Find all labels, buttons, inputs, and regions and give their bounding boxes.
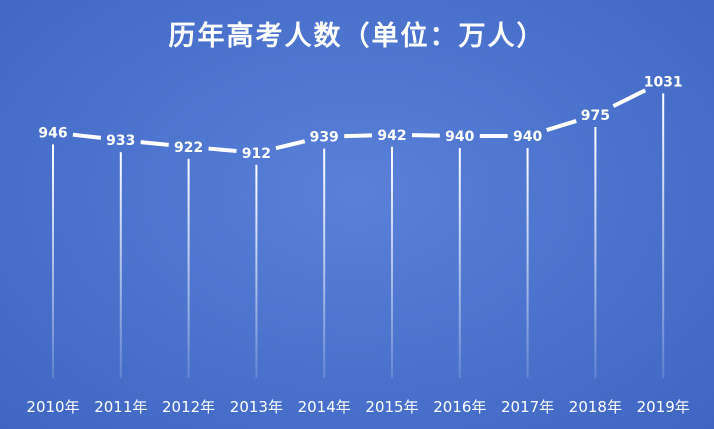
drop-line	[119, 152, 122, 378]
data-label: 922	[174, 140, 203, 156]
x-tick-label: 2011年	[94, 398, 147, 416]
data-label: 939	[310, 130, 339, 146]
chart-title: 历年高考人数（单位：万人）	[168, 21, 546, 52]
drop-line	[52, 144, 54, 378]
x-tick-label: 2014年	[298, 398, 351, 416]
drop-line	[594, 127, 597, 378]
x-tick-label: 2019年	[637, 398, 690, 416]
data-label: 946	[38, 125, 67, 141]
series-line-segment	[344, 133, 373, 139]
data-label: 1031	[644, 74, 683, 90]
drop-line	[187, 158, 190, 378]
data-label: 940	[445, 129, 474, 145]
series-line-segment	[275, 139, 306, 151]
drop-line	[255, 164, 258, 378]
data-label: 940	[513, 129, 542, 145]
data-label: 933	[106, 133, 135, 149]
drop-line	[323, 148, 326, 378]
series-line-segment	[72, 132, 102, 140]
data-label: 912	[242, 146, 271, 162]
data-label: 942	[377, 128, 406, 144]
x-tick-label: 2018年	[569, 398, 622, 416]
x-tick-label: 2013年	[230, 398, 283, 416]
x-tick-label: 2015年	[365, 398, 418, 416]
x-tick-label: 2012年	[162, 398, 215, 416]
series-line-segment	[546, 119, 577, 132]
x-tick-label: 2016年	[433, 398, 486, 416]
series-line-segment	[140, 140, 169, 147]
x-tick-label: 2010年	[26, 398, 79, 416]
drop-line	[526, 148, 529, 378]
data-label: 975	[581, 108, 610, 124]
series-line-segment	[612, 88, 647, 108]
drop-line	[458, 148, 461, 378]
drop-line	[662, 93, 665, 379]
drop-line	[391, 146, 393, 378]
x-tick-label: 2017年	[501, 398, 554, 416]
series-line-segment	[208, 146, 237, 154]
